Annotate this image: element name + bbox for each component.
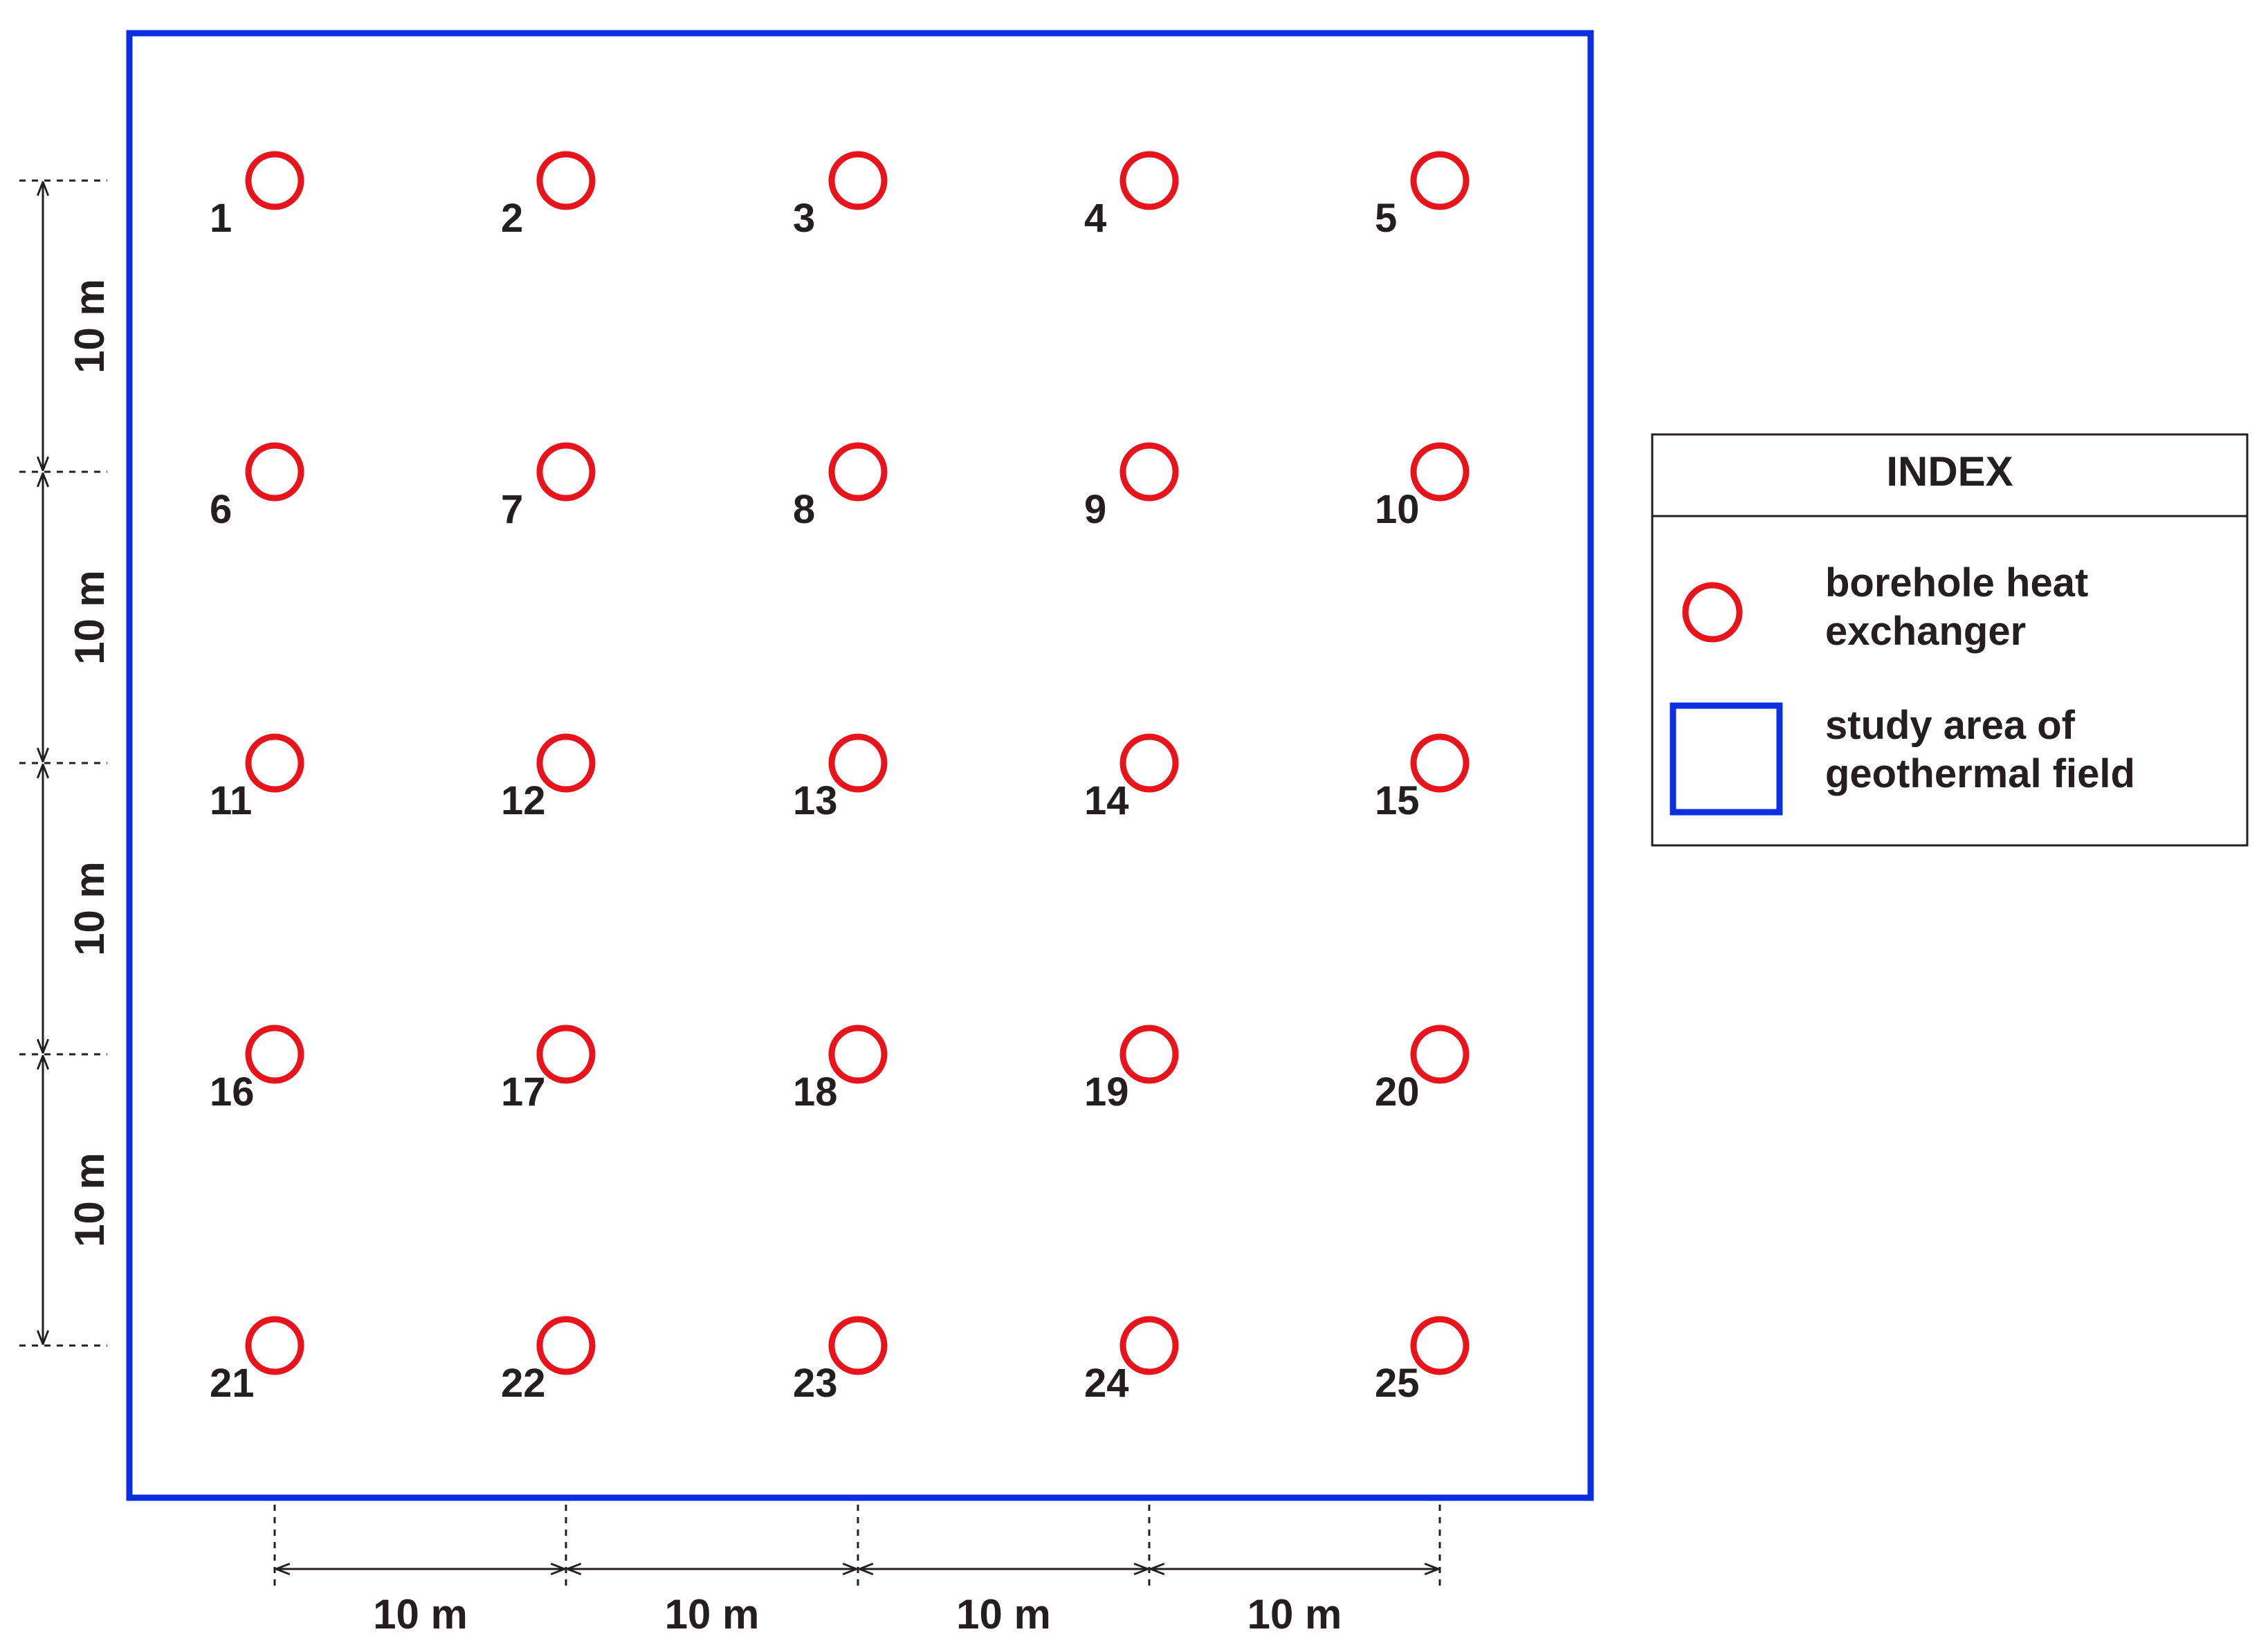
horizontal-dimensions: 10 m 10 m 10 m 10 m: [273, 1505, 1441, 1637]
dimension-label-vertical: 10 m: [66, 1153, 113, 1247]
borehole-label: 20: [1375, 1070, 1420, 1114]
legend-item-study-area-line2: geothermal field: [1825, 751, 2135, 796]
borehole-label: 13: [793, 778, 838, 823]
borehole-label: 14: [1084, 778, 1129, 823]
borehole-label: 2: [501, 196, 523, 241]
borehole-label: 12: [501, 778, 546, 823]
borehole-circle: [536, 1316, 596, 1375]
borehole-circle: [1119, 151, 1179, 210]
borehole-circle: [536, 151, 596, 210]
blue-square-icon: [1670, 702, 1783, 816]
borehole-circle: [828, 733, 888, 793]
borehole-label: 5: [1375, 196, 1397, 241]
legend-box: [1651, 433, 2249, 847]
borehole-label: 16: [210, 1070, 255, 1114]
legend: INDEX borehole heat exchanger study area…: [1651, 433, 2249, 847]
borehole-label: 10: [1375, 487, 1420, 532]
borehole-circle: [245, 442, 304, 502]
borehole-circle: [536, 442, 596, 502]
dimension-label-horizontal: 10 m: [1247, 1591, 1342, 1637]
legend-title: INDEX: [1886, 448, 2013, 495]
borehole-label: 24: [1084, 1361, 1129, 1406]
vertical-dimensions: 10 m 10 m 10 m 10 m: [19, 179, 113, 1347]
borehole-label: 19: [1084, 1070, 1129, 1114]
borehole-circle: [245, 1316, 304, 1375]
borehole-circle: [828, 1316, 888, 1375]
borehole-label: 7: [501, 487, 523, 532]
borehole-circle: [1410, 1316, 1470, 1375]
borehole-label: 22: [501, 1361, 546, 1406]
borehole-label: 4: [1084, 196, 1106, 241]
borehole-circle: [536, 733, 596, 793]
legend-item-borehole-line1: borehole heat: [1825, 560, 2088, 605]
dimension-label-horizontal: 10 m: [956, 1591, 1051, 1637]
borehole-circle: [828, 1025, 888, 1084]
borehole-label: 21: [210, 1361, 255, 1406]
borehole-circle: [828, 442, 888, 502]
borehole-circle: [1410, 442, 1470, 502]
borehole-circle: [828, 151, 888, 210]
borehole-circle: [1410, 1025, 1470, 1084]
dimension-label-vertical: 10 m: [66, 861, 113, 956]
borehole-circle: [536, 1025, 596, 1084]
borehole-label: 1: [210, 196, 232, 241]
borehole-circle: [245, 1025, 304, 1084]
borehole-label: 8: [793, 487, 815, 532]
study-area-boundary: [126, 30, 1594, 1501]
borehole-circle: [1119, 1316, 1179, 1375]
borehole-label: 11: [210, 778, 252, 823]
dimension-label-vertical: 10 m: [66, 279, 113, 374]
borehole-label: 25: [1375, 1361, 1420, 1406]
borehole-label: 3: [793, 196, 815, 241]
borehole-circle: [245, 733, 304, 793]
legend-item-borehole-line2: exchanger: [1825, 609, 2026, 654]
borehole-circle: [1119, 733, 1179, 793]
borehole-label: 18: [793, 1070, 838, 1114]
dimension-label-horizontal: 10 m: [373, 1591, 468, 1637]
borehole-label: 15: [1375, 778, 1420, 823]
borehole-circle: [1410, 151, 1470, 210]
borehole-label: 9: [1084, 487, 1106, 532]
borehole-circle: [245, 151, 304, 210]
borehole-label: 6: [210, 487, 232, 532]
legend-item-study-area-line1: study area of: [1825, 703, 2076, 748]
dimension-label-vertical: 10 m: [66, 570, 113, 665]
borehole-label: 17: [501, 1070, 546, 1114]
borehole-circle: [1410, 733, 1470, 793]
borehole-circle: [1119, 442, 1179, 502]
borehole-label: 23: [793, 1361, 838, 1406]
dimension-label-horizontal: 10 m: [665, 1591, 760, 1637]
red-circle-icon: [1682, 582, 1743, 643]
borehole-circle: [1119, 1025, 1179, 1084]
